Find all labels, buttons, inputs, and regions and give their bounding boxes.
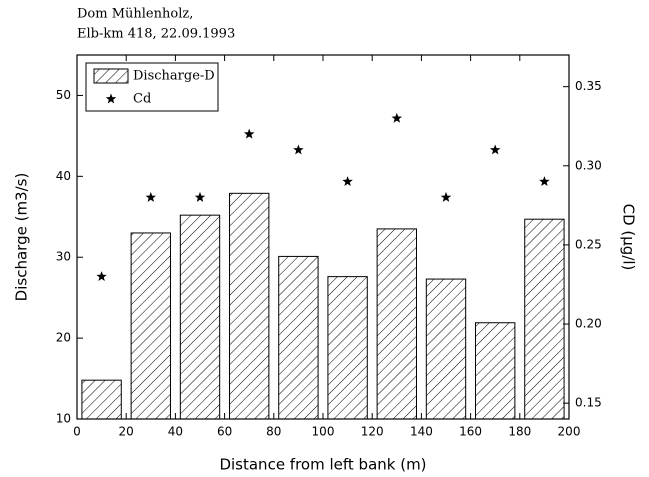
y-tick-label: 40 [56,169,71,183]
bar [278,255,319,420]
bar [327,276,368,420]
x-tick-label: 180 [508,425,531,439]
bar [81,379,122,420]
y-tick-label: 50 [56,88,71,102]
star-marker [440,191,452,202]
bar [376,228,417,420]
bar [475,322,516,420]
legend-swatch [93,68,129,84]
y2-tick-label: 0.35 [575,79,602,93]
legend-label: Discharge-D [133,69,215,84]
y2-tick-label: 0.25 [575,237,602,251]
star-marker [96,271,107,282]
x-tick-label: 200 [558,425,581,439]
chart-title: Elb-km 418, 22.09.1993 [77,27,235,42]
y2-axis-label: CD (µg/l) [620,204,638,271]
star-marker [391,112,403,123]
star-marker [342,176,353,187]
star-marker [243,128,255,139]
x-tick-label: 100 [312,425,335,439]
y-tick-label: 30 [56,250,71,264]
star-marker [293,144,304,155]
star-marker [194,191,206,202]
x-tick-label: 140 [410,425,433,439]
y2-tick-label: 0.15 [575,396,602,410]
x-tick-label: 160 [459,425,482,439]
bar [524,218,565,420]
y-tick-label: 20 [56,331,71,345]
x-tick-label: 120 [361,425,384,439]
star-marker [539,176,550,187]
bar [229,192,270,420]
star-marker [489,144,501,155]
y-tick-label: 10 [56,412,71,426]
y2-tick-label: 0.20 [575,317,602,331]
star-marker [145,191,157,202]
x-tick-label: 40 [168,425,183,439]
bar [179,214,221,420]
y2-tick-label: 0.30 [575,158,602,172]
legend-swatch [105,93,117,104]
x-tick-label: 20 [119,425,134,439]
bar [130,232,171,420]
x-tick-label: 60 [217,425,232,439]
y-axis-label: Discharge (m3/s) [13,173,31,302]
x-axis-label: Distance from left bank (m) [219,456,426,474]
chart-title: Dom Mühlenholz, [77,7,193,22]
legend-label: Cd [133,92,151,107]
x-tick-label: 80 [266,425,281,439]
x-tick-label: 0 [73,425,81,439]
bar [425,278,467,420]
